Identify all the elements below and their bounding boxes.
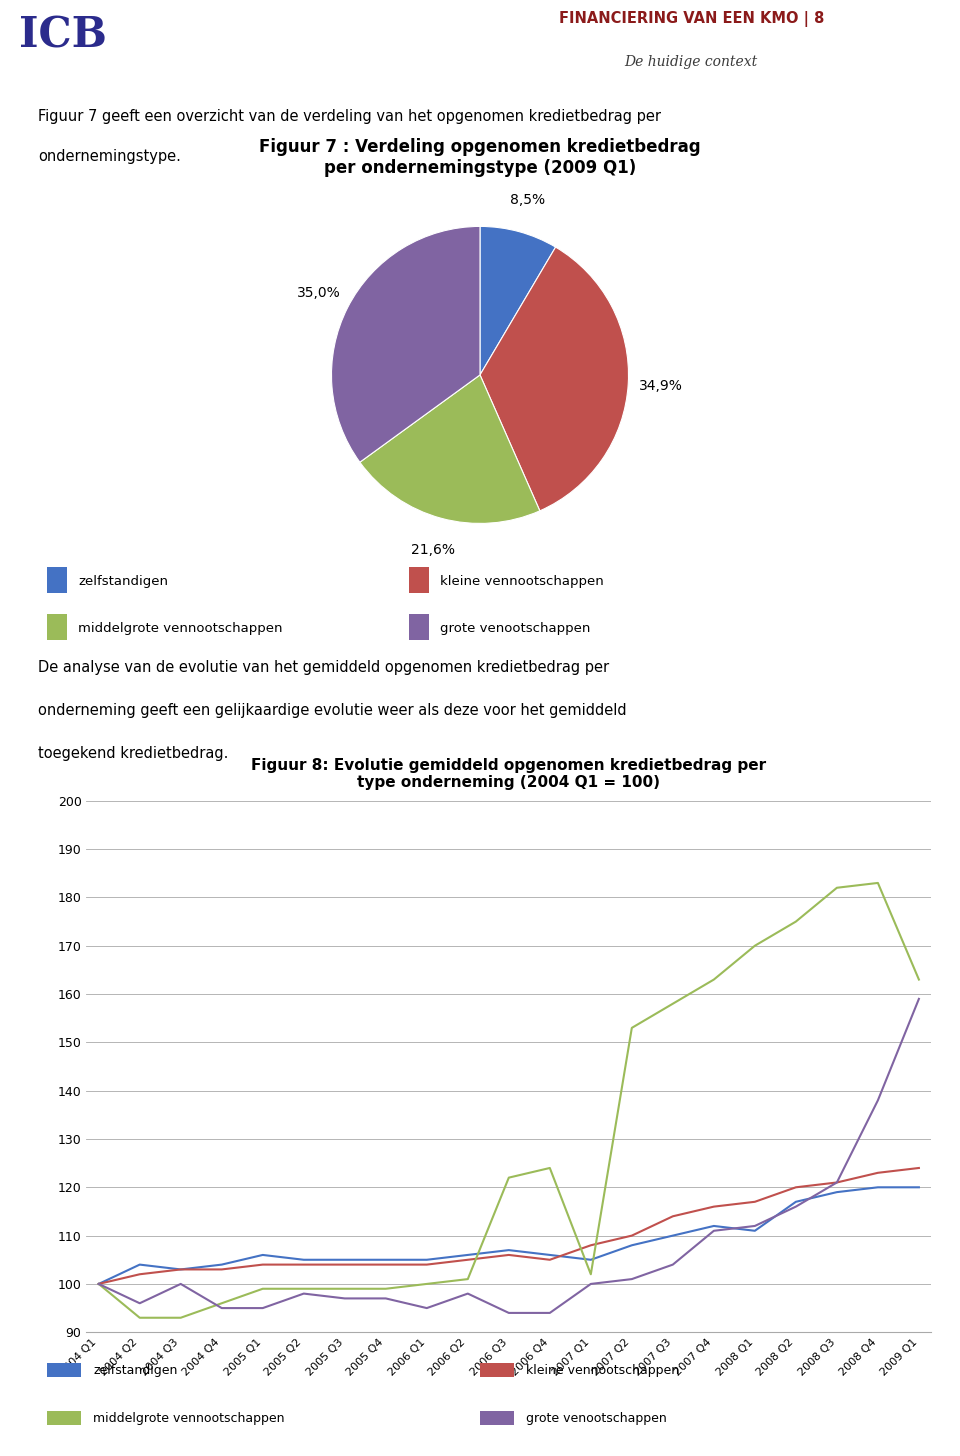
Text: zelfstandigen: zelfstandigen xyxy=(78,575,168,588)
Text: De huidige context: De huidige context xyxy=(625,55,757,68)
Wedge shape xyxy=(331,226,480,462)
Bar xyxy=(409,614,429,641)
Bar xyxy=(480,1363,514,1377)
Text: ICB: ICB xyxy=(19,15,108,57)
Text: 8,5%: 8,5% xyxy=(511,194,545,207)
Title: Figuur 7 : Verdeling opgenomen kredietbedrag
per ondernemingstype (2009 Q1): Figuur 7 : Verdeling opgenomen kredietbe… xyxy=(259,138,701,176)
Text: ondernemingstype.: ondernemingstype. xyxy=(38,149,181,165)
Text: De analyse van de evolutie van het gemiddeld opgenomen kredietbedrag per: De analyse van de evolutie van het gemid… xyxy=(38,660,610,674)
Text: FINANCIERING VAN EEN KMO | 8: FINANCIERING VAN EEN KMO | 8 xyxy=(559,12,824,28)
Text: 21,6%: 21,6% xyxy=(411,543,455,556)
Bar xyxy=(47,614,66,641)
Bar xyxy=(409,566,429,593)
Text: grote venootschappen: grote venootschappen xyxy=(526,1411,666,1424)
Bar xyxy=(480,1411,514,1424)
Wedge shape xyxy=(480,248,629,511)
Wedge shape xyxy=(480,226,556,374)
Title: Figuur 8: Evolutie gemiddeld opgenomen kredietbedrag per
type onderneming (2004 : Figuur 8: Evolutie gemiddeld opgenomen k… xyxy=(252,757,766,791)
Text: zelfstandigen: zelfstandigen xyxy=(93,1364,178,1377)
Text: onderneming geeft een gelijkaardige evolutie weer als deze voor het gemiddeld: onderneming geeft een gelijkaardige evol… xyxy=(38,703,627,718)
Text: middelgrote vennootschappen: middelgrote vennootschappen xyxy=(78,623,282,635)
Text: Figuur 7 geeft een overzicht van de verdeling van het opgenomen kredietbedrag pe: Figuur 7 geeft een overzicht van de verd… xyxy=(38,109,661,124)
Text: kleine vennootschappen: kleine vennootschappen xyxy=(441,575,604,588)
Text: kleine vennootschappen: kleine vennootschappen xyxy=(526,1364,679,1377)
Text: toegekend kredietbedrag.: toegekend kredietbedrag. xyxy=(38,745,228,760)
Bar xyxy=(47,1363,81,1377)
Wedge shape xyxy=(360,374,540,523)
Bar xyxy=(47,566,66,593)
Text: 35,0%: 35,0% xyxy=(297,285,341,300)
Text: 34,9%: 34,9% xyxy=(639,379,683,393)
Bar xyxy=(47,1411,81,1424)
Text: middelgrote vennootschappen: middelgrote vennootschappen xyxy=(93,1411,285,1424)
Text: grote venootschappen: grote venootschappen xyxy=(441,623,590,635)
